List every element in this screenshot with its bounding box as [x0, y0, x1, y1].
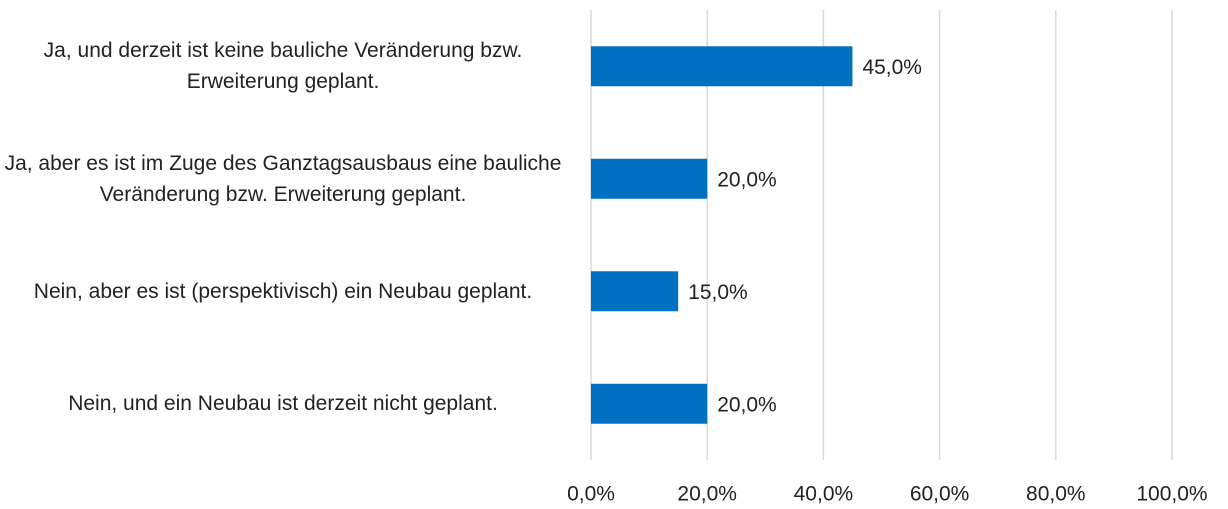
y-tick-label: Ja, und derzeit ist keine bauliche Verän…	[43, 39, 523, 94]
x-tick-label: 80,0%	[1026, 483, 1086, 506]
data-label: 15,0%	[688, 281, 748, 304]
bar	[591, 158, 708, 199]
data-label: 45,0%	[862, 56, 922, 79]
y-tick-label: Ja, aber es ist im Zuge des Ganztagsausb…	[4, 151, 562, 206]
category-box: Nein, aber es ist (perspektivisch) ein N…	[0, 226, 566, 356]
data-label: 20,0%	[717, 168, 777, 191]
x-tick-label: 20,0%	[677, 483, 737, 506]
category-box: Ja, und derzeit ist keine bauliche Verän…	[0, 1, 566, 131]
bar	[591, 46, 853, 87]
x-tick-label: 40,0%	[794, 483, 854, 506]
category-box: Ja, aber es ist im Zuge des Ganztagsausb…	[0, 114, 566, 244]
x-tick-label: 60,0%	[910, 483, 970, 506]
y-tick-label: Nein, und ein Neubau ist derzeit nicht g…	[68, 392, 498, 416]
x-tick-label: 100,0%	[1136, 483, 1207, 506]
x-tick-label: 0,0%	[567, 483, 615, 506]
data-label: 20,0%	[717, 393, 777, 416]
category-box: Nein, und ein Neubau ist derzeit nicht g…	[0, 339, 566, 469]
y-tick-label: Nein, aber es ist (perspektivisch) ein N…	[33, 279, 533, 303]
bar	[591, 271, 679, 312]
bar	[591, 383, 708, 424]
